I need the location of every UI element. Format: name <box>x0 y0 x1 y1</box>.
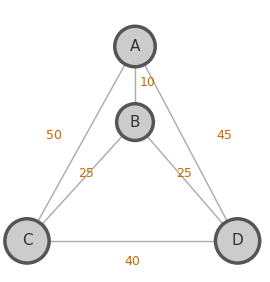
Text: 45: 45 <box>216 129 232 142</box>
Text: C: C <box>22 233 32 248</box>
Text: 25: 25 <box>79 167 94 180</box>
Text: D: D <box>232 233 244 248</box>
Text: 25: 25 <box>176 167 191 180</box>
Text: 50: 50 <box>46 129 62 142</box>
Circle shape <box>215 219 260 263</box>
Text: B: B <box>130 114 140 130</box>
Circle shape <box>5 219 49 263</box>
Text: A: A <box>130 39 140 54</box>
Text: 40: 40 <box>124 255 140 268</box>
Circle shape <box>115 26 155 67</box>
Circle shape <box>117 104 153 140</box>
Text: 10: 10 <box>139 76 155 89</box>
